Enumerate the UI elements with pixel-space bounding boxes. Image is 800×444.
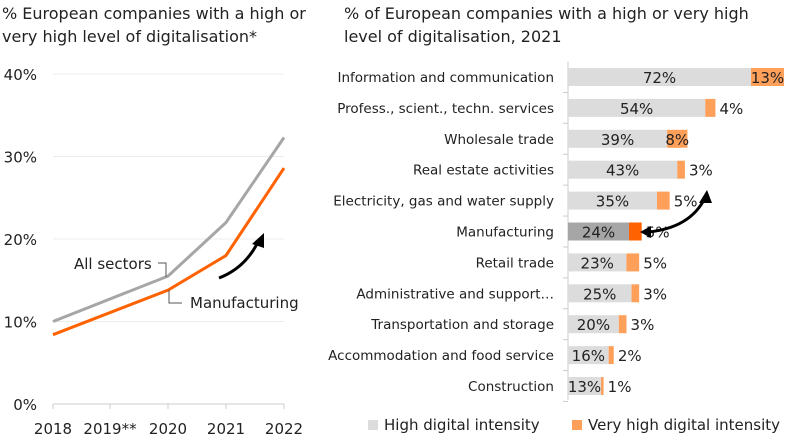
y-tick-label: 40% [4,66,37,84]
data-label-very-high: 4% [720,100,744,118]
legend-label-high: High digital intensity [384,416,540,434]
bar-high-digital-intensity [568,222,629,241]
category-label: Administrative and support… [356,286,554,302]
bar-very-high-digital-intensity [626,253,640,272]
arrow-head-icon [640,226,651,238]
category-label: Electricity, gas and water supply [333,194,554,210]
right-chart-title: % of European companies with a high or v… [344,4,749,46]
legend-swatch-high [368,420,378,430]
series-line-all-sectors [52,136,286,323]
legend-swatch-very-high [572,420,582,430]
category-label: Wholesale trade [444,132,554,148]
category-label: Transportation and storage [370,317,554,333]
category-label: Manufacturing [456,225,554,241]
arrow-head-icon [699,190,712,203]
category-label: Real estate activities [413,163,554,179]
series-label-all-sectors: All sectors [74,255,152,273]
data-label-very-high: 1% [608,378,632,396]
x-tick-label: 2022 [265,420,303,438]
data-label-high: 35% [596,193,629,211]
data-label-high: 16% [572,347,605,365]
data-label-very-high: 8% [665,131,689,149]
bar-high-digital-intensity [568,129,668,148]
comparison-arrow-icon [647,197,707,234]
data-label-high: 24% [582,224,615,242]
data-label-very-high: 2% [618,347,642,365]
category-label: Accommodation and food service [328,348,554,364]
label-leader [168,290,182,304]
y-tick-label: 0% [13,396,37,414]
legend-label-very-high: Very high digital intensity [588,416,780,434]
data-label-high: 20% [577,316,610,334]
data-label-very-high: 3% [689,162,713,180]
category-label: Retail trade [476,255,554,271]
data-label-high: 54% [620,100,653,118]
y-tick-label: 20% [4,231,37,249]
category-label: Profess., scient., techn. services [337,101,554,117]
bar-high-digital-intensity [568,160,678,179]
bar-very-high-digital-intensity [629,222,642,241]
bar-very-high-digital-intensity [618,315,627,334]
x-tick-label: 2019** [83,420,137,438]
bar-high-digital-intensity [568,68,751,86]
bar-high-digital-intensity [568,98,706,117]
bar-very-high-digital-intensity [631,284,640,303]
bar-very-high-digital-intensity [677,160,685,179]
data-label-high: 43% [606,162,639,180]
label-leader [158,262,167,277]
bar-very-high-digital-intensity [608,346,614,365]
bar-very-high-digital-intensity [667,129,688,148]
bar-high-digital-intensity [568,315,619,334]
category-label: Information and communication [337,70,554,86]
bar-very-high-digital-intensity [751,68,785,86]
data-label-very-high: 5% [643,254,667,272]
data-label-very-high: 5% [674,193,698,211]
data-label-high: 13% [568,378,601,396]
x-tick-label: 2018 [34,420,72,438]
series-line-manufacturing [52,167,286,337]
bar-high-digital-intensity [568,346,609,365]
bar-high-digital-intensity [568,377,602,395]
bar-high-digital-intensity [568,253,627,272]
category-label: Construction [468,379,554,395]
bar-very-high-digital-intensity [601,377,604,395]
arrow-head-icon [252,233,264,248]
data-label-high: 23% [581,254,614,272]
data-label-very-high: 3% [631,316,655,334]
data-label-high: 25% [583,285,616,303]
series-label-manufacturing: Manufacturing [190,294,299,312]
y-tick-label: 30% [4,149,37,167]
x-tick-label: 2020 [149,420,187,438]
bar-very-high-digital-intensity [705,98,716,117]
data-label-very-high: 13% [751,69,784,87]
left-chart-title: % European companies with a high or very… [2,4,306,46]
data-label-very-high: 3% [643,285,667,303]
bar-high-digital-intensity [568,284,632,303]
x-tick-label: 2021 [207,420,245,438]
data-label-high: 72% [643,69,676,87]
bar-high-digital-intensity [568,191,657,210]
y-tick-label: 10% [4,314,37,332]
data-label-high: 39% [601,131,634,149]
bar-very-high-digital-intensity [656,191,670,210]
trend-arrow-icon [218,241,260,280]
